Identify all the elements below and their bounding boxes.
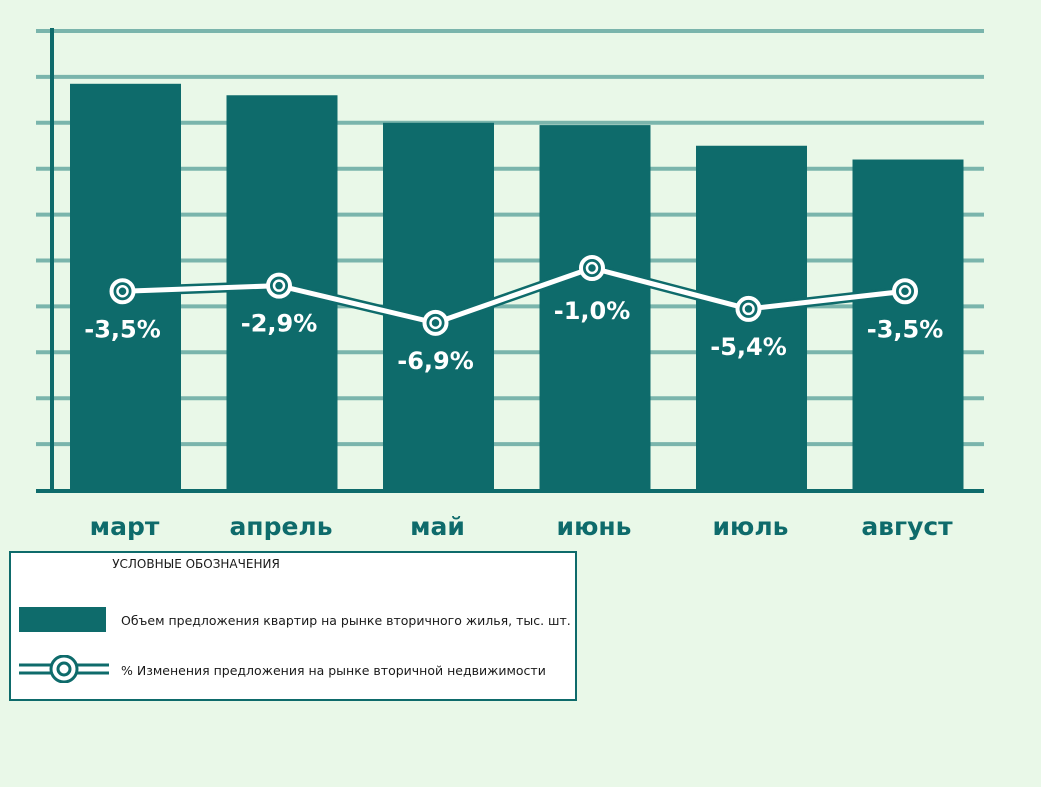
category-label-4: июль xyxy=(713,512,789,541)
category-label-3: июнь xyxy=(557,512,632,541)
legend-bar-swatch xyxy=(19,607,106,632)
change-label-3: -1,0% xyxy=(554,297,631,325)
category-label-5: август xyxy=(861,512,953,541)
line-point-5 xyxy=(892,278,918,305)
line-point-2 xyxy=(422,309,449,336)
change-line xyxy=(109,255,918,336)
line-point-4 xyxy=(735,295,762,322)
category-labels: март апрель май июнь июль август xyxy=(90,512,954,541)
gridlines xyxy=(36,29,984,447)
legend-bar-label: Объем предложения квартир на рынке втори… xyxy=(121,613,571,628)
legend-line-swatch xyxy=(19,655,109,683)
legend: УСЛОВНЫЕ ОБОЗНАЧЕНИЯ Объем предложения к… xyxy=(9,551,577,701)
legend-title: УСЛОВНЫЕ ОБОЗНАЧЕНИЯ xyxy=(112,557,280,571)
line-point-0 xyxy=(109,278,136,305)
category-label-2: май xyxy=(410,512,465,541)
line-point-1 xyxy=(266,272,292,299)
change-label-5: -3,5% xyxy=(867,315,944,343)
legend-line-label: % Изменения предложения на рынке вторичн… xyxy=(121,663,546,678)
category-label-0: март xyxy=(90,512,160,541)
change-label-2: -6,9% xyxy=(397,347,474,375)
category-label-1: апрель xyxy=(229,512,332,541)
change-label-0: -3,5% xyxy=(84,315,161,343)
axes xyxy=(36,28,984,493)
line-point-3 xyxy=(579,255,605,281)
bar-3 xyxy=(539,125,651,490)
data-labels: -3,5% -2,9% -6,9% -1,0% -5,4% -3,5% xyxy=(84,297,943,375)
bar-5 xyxy=(852,159,964,490)
change-label-1: -2,9% xyxy=(241,310,318,338)
change-line-path xyxy=(122,265,906,326)
chart-canvas: -3,5% -2,9% -6,9% -1,0% -5,4% -3,5% март апрел… xyxy=(36,28,984,541)
change-label-4: -5,4% xyxy=(710,333,787,361)
